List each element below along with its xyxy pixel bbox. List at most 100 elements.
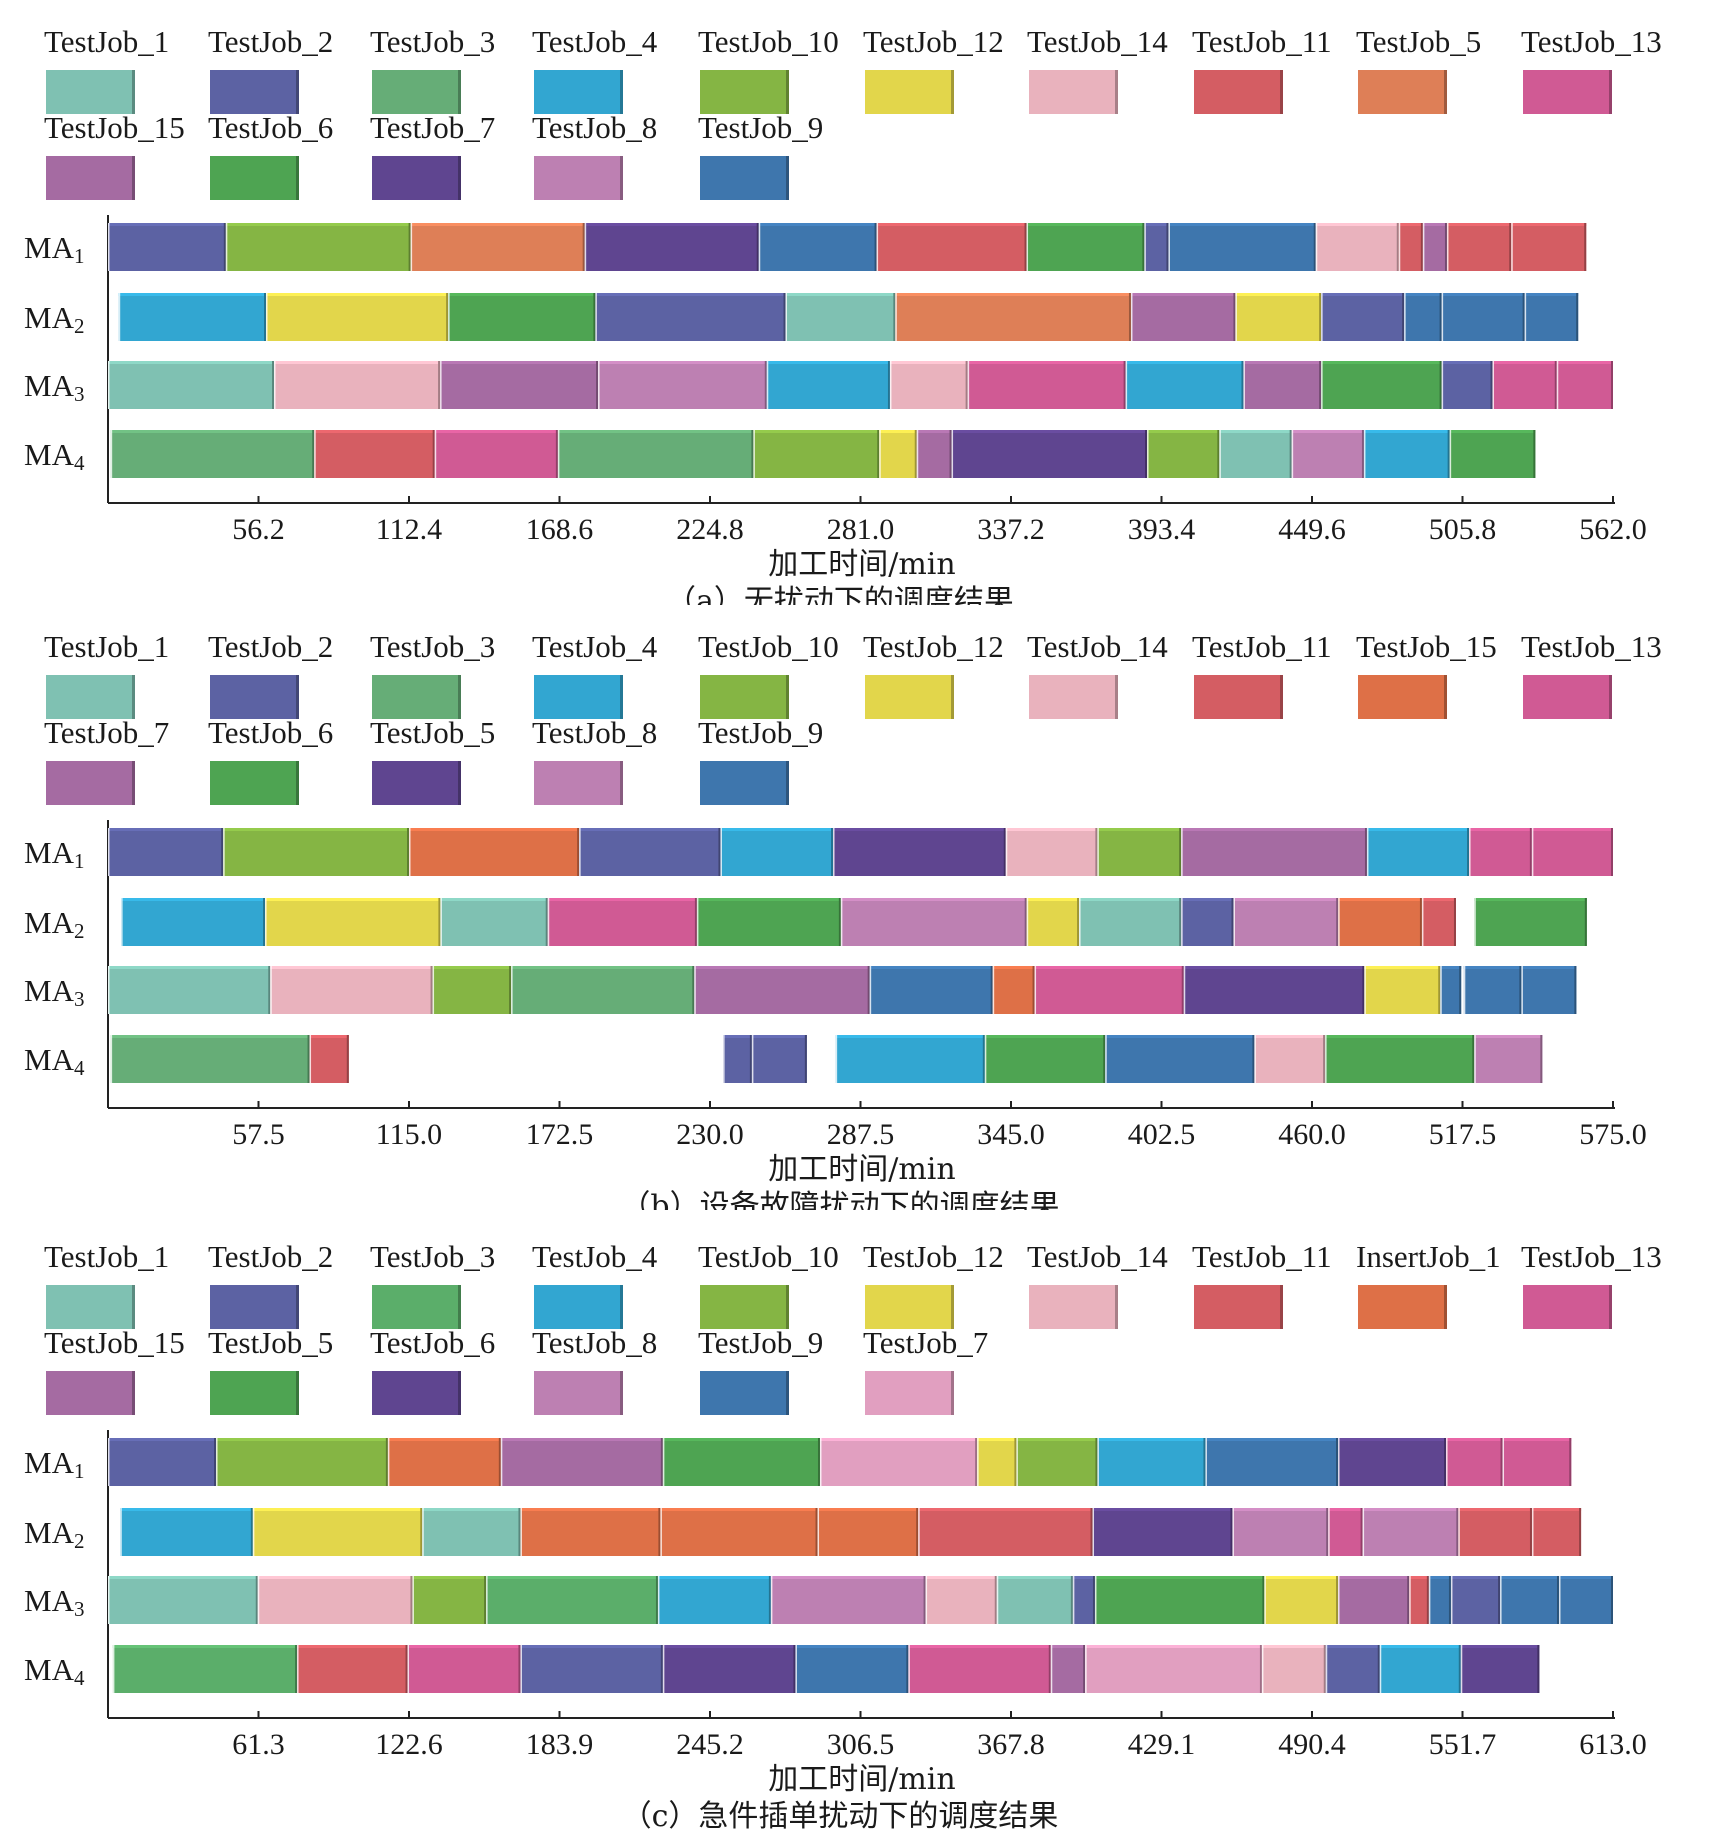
task-bar: [1232, 1508, 1329, 1556]
task-bar-highlight: [694, 966, 870, 969]
task-bar-highlight: [967, 361, 1126, 364]
task-bar-highlight: [1338, 1438, 1447, 1441]
task-bar-highlight: [662, 1438, 820, 1441]
task-bar-fill: [657, 1576, 771, 1624]
task-bar-highlight: [895, 293, 1131, 296]
machine-label-subscript: 3: [74, 382, 85, 406]
x-ticks: 61.3 122.6 183.9 245.2 306.5 367.8 429.1 490.4 5…: [232, 1711, 1647, 1761]
task-bar-separator: [996, 1576, 999, 1624]
task-bar-edge: [484, 1576, 487, 1624]
task-bar-highlight: [108, 966, 271, 969]
task-bar-edge: [1519, 966, 1522, 1014]
task-bar-fill: [1463, 966, 1522, 1014]
task-bar-separator: [1085, 1645, 1087, 1693]
legend-swatch: [372, 70, 460, 114]
machine-label: MA1: [24, 1445, 84, 1483]
task-bar: [511, 966, 695, 1014]
task-bar-edge: [1396, 223, 1399, 271]
legend-swatch: [372, 675, 460, 719]
task-bar-highlight: [410, 223, 585, 226]
task-bar: [879, 430, 917, 478]
task-bar-edge: [1509, 223, 1512, 271]
machine-label: MA4: [24, 1652, 85, 1690]
task-bar-highlight: [112, 1645, 298, 1648]
task-bar-fill: [274, 361, 441, 409]
task-bar-edge: [432, 430, 435, 478]
task-bar: [579, 828, 721, 876]
task-bar-separator: [1105, 1035, 1107, 1083]
task-bar: [265, 898, 441, 946]
legend-swatch-edge: [951, 675, 954, 719]
task-bar-highlight: [1181, 828, 1367, 831]
task-bar-highlight: [108, 223, 226, 226]
x-tick-label: 230.0: [676, 1118, 744, 1151]
x-tick-label: 56.2: [232, 513, 285, 546]
task-bar-separator: [1556, 361, 1559, 409]
task-bar-fill: [1441, 293, 1525, 341]
task-bar-fill: [520, 1645, 663, 1693]
legend-item: TestJob_5: [208, 1325, 333, 1415]
task-bar-edge: [1498, 1576, 1501, 1624]
task-bar-highlight: [225, 223, 411, 226]
legend-item: TestJob_6: [208, 715, 333, 805]
task-bar: [1409, 1576, 1429, 1624]
task-bar-edge: [1611, 828, 1613, 876]
task-bar-fill: [422, 1508, 521, 1556]
machine-label: MA4: [24, 1042, 85, 1080]
task-bar: [1446, 223, 1512, 271]
task-bar: [1085, 1645, 1262, 1693]
legend-item: TestJob_4: [532, 1239, 658, 1329]
task-bar-fill: [1450, 1576, 1501, 1624]
legend-label: TestJob_2: [208, 24, 333, 59]
task-bar: [448, 293, 596, 341]
x-tick-label: 112.4: [376, 513, 442, 546]
task-bar-fill: [879, 430, 917, 478]
task-bar-edge: [994, 1576, 997, 1624]
task-bar-fill: [486, 1576, 658, 1624]
task-bar: [1458, 1508, 1532, 1556]
task-bar: [1254, 1035, 1326, 1083]
task-bar-edge: [1323, 1035, 1326, 1083]
legend-swatch-edge: [951, 1285, 954, 1329]
task-bar-highlight: [1460, 1645, 1540, 1648]
task-bar-fill: [598, 361, 767, 409]
legend-label: TestJob_3: [370, 24, 495, 59]
legend-item: TestJob_3: [370, 1239, 495, 1329]
task-bar: [274, 361, 441, 409]
legend-item: TestJob_15: [44, 1325, 185, 1415]
task-bar-fill: [108, 361, 275, 409]
task-bar-separator: [895, 293, 897, 341]
legend-swatch-edge: [786, 70, 789, 114]
task-bar-fill: [977, 1438, 1017, 1486]
task-bar-fill: [1016, 1438, 1098, 1486]
task-bar-highlight: [412, 1576, 487, 1579]
task-bar-highlight: [1362, 1508, 1459, 1511]
task-bar-highlight: [1422, 223, 1447, 226]
task-bar: [1315, 223, 1399, 271]
task-bar: [314, 430, 435, 478]
task-bar: [557, 430, 754, 478]
task-bar-highlight: [1205, 1438, 1339, 1441]
task-bar-fill: [785, 293, 896, 341]
task-bar-separator: [1440, 966, 1442, 1014]
task-bar-highlight: [1181, 898, 1234, 901]
task-bar: [723, 1035, 752, 1083]
task-bar-highlight: [992, 966, 1035, 969]
machine-label-subscript: 3: [74, 1597, 85, 1621]
x-tick-label: 613.0: [1579, 1728, 1647, 1761]
task-bar-edge: [838, 898, 841, 946]
task-bar-highlight: [753, 430, 880, 433]
task-bar-separator: [440, 898, 442, 946]
task-bar-separator: [112, 1645, 115, 1693]
legend-label: TestJob_13: [1521, 24, 1662, 59]
task-bar-fill: [1449, 430, 1536, 478]
legend-item: TestJob_5: [370, 715, 495, 805]
task-bar: [387, 1438, 501, 1486]
task-bar-highlight: [1492, 361, 1557, 364]
gantt-chart-a: TestJob_1 TestJob_2 TestJob_3 TestJob_4 Test…: [24, 24, 1662, 605]
task-bar-edge: [1584, 223, 1587, 271]
task-bar: [696, 898, 841, 946]
task-bar-fill: [412, 1576, 487, 1624]
task-bar-fill: [1469, 828, 1532, 876]
gantt-chart-c: TestJob_1 TestJob_2 TestJob_3 TestJob_4 Test…: [24, 1239, 1662, 1834]
